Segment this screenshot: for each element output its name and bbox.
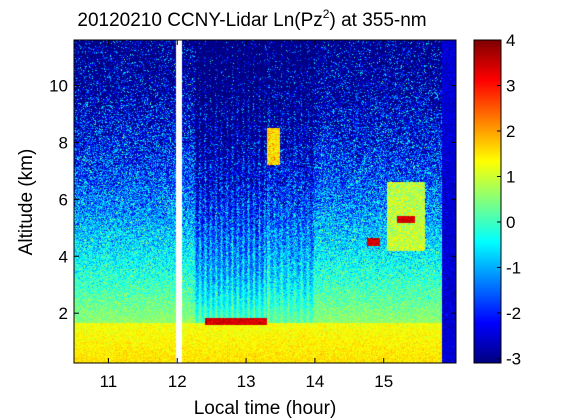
colorbar-tick-label: 3 [506, 76, 515, 95]
y-axis-ticks: 2 4 6 8 10 [49, 77, 456, 323]
y-axis-label: Altitude (km) [16, 149, 37, 256]
x-tick-label: 11 [100, 372, 118, 391]
title-tail: ) at 355-nm [329, 10, 426, 31]
x-tick-label: 15 [374, 372, 393, 391]
y-tick-label: 2 [59, 304, 68, 323]
colorbar-tick-label: -2 [506, 304, 521, 323]
chart-title: 20120210 CCNY-Lidar Ln(Pz2) at 355-nm [77, 7, 426, 31]
y-tick-label: 10 [49, 77, 68, 96]
colorbar-tick-label: 2 [506, 122, 515, 141]
colorbar-tick-label: 1 [506, 167, 515, 186]
heatmap-area [74, 40, 456, 363]
x-tick-label: 12 [168, 372, 187, 391]
y-tick-label: 6 [59, 190, 68, 209]
title-superscript: 2 [323, 7, 330, 21]
colorbar-tick-label: 0 [506, 213, 515, 232]
y-tick-label: 8 [59, 133, 68, 152]
colorbar-tick-label: -1 [506, 258, 521, 277]
x-tick-label: 14 [305, 372, 324, 391]
colorbar-tick-label: 4 [506, 31, 515, 50]
plot-frame [73, 39, 457, 364]
x-axis-label: Local time (hour) [194, 398, 337, 419]
y-tick-label: 4 [59, 247, 68, 266]
colorbar [474, 40, 501, 363]
x-tick-label: 13 [237, 372, 256, 391]
colorbar-frame [473, 39, 502, 364]
title-main: 20120210 CCNY-Lidar Ln(Pz [77, 10, 322, 31]
x-axis-ticks: 11 12 13 14 15 [100, 40, 393, 391]
lidar-heatmap [74, 40, 456, 363]
colorbar-tick-label: -3 [506, 349, 521, 368]
colorbar-ticks: 4 3 2 1 0 -1 -2 -3 [497, 31, 521, 368]
